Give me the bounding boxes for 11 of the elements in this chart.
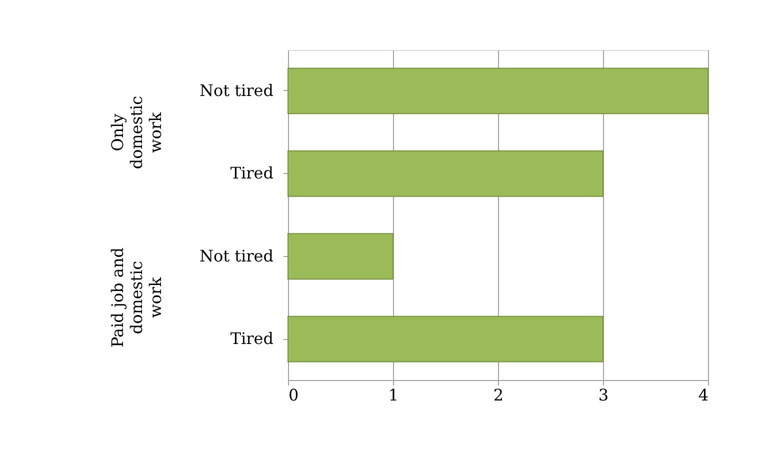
x-tick-label: 3	[598, 386, 609, 404]
x-tick-label: 4	[698, 386, 708, 404]
y-tick-label: Not tired	[199, 80, 274, 100]
x-tick-label: 2	[493, 386, 504, 404]
text: Paid job and domestic work	[108, 247, 165, 348]
y-tick-label: Tired	[230, 329, 274, 348]
text: Only domestic work	[108, 96, 165, 170]
x-tick-label: 1	[388, 386, 399, 404]
y-tick-label: Not tired	[199, 246, 274, 266]
x-tick-label: 0	[288, 386, 299, 404]
y-tick-label: Tired	[230, 164, 274, 183]
